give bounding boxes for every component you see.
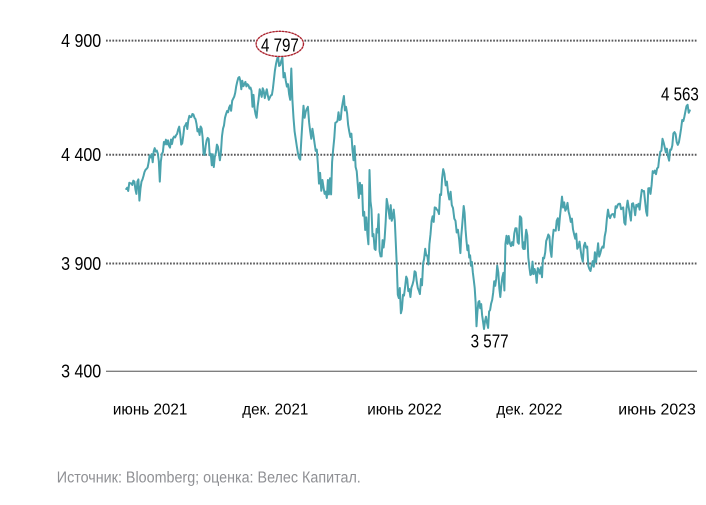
svg-text:4 400: 4 400: [61, 145, 101, 165]
svg-text:июнь 2021: июнь 2021: [113, 401, 188, 418]
svg-text:4 900: 4 900: [61, 31, 101, 51]
svg-text:дек. 2022: дек. 2022: [496, 401, 562, 418]
svg-text:4 797: 4 797: [261, 35, 299, 55]
svg-text:Источник: Bloomberg; оценка: В: Источник: Bloomberg; оценка: Велес Капит…: [57, 469, 361, 486]
svg-text:3 400: 3 400: [61, 362, 101, 382]
svg-text:дек. 2021: дек. 2021: [242, 401, 308, 418]
svg-text:3 900: 3 900: [61, 254, 101, 274]
svg-text:4 563: 4 563: [661, 85, 699, 105]
svg-text:июнь 2023: июнь 2023: [618, 401, 696, 418]
svg-text:3 577: 3 577: [471, 332, 509, 352]
svg-text:июнь 2022: июнь 2022: [367, 401, 442, 418]
